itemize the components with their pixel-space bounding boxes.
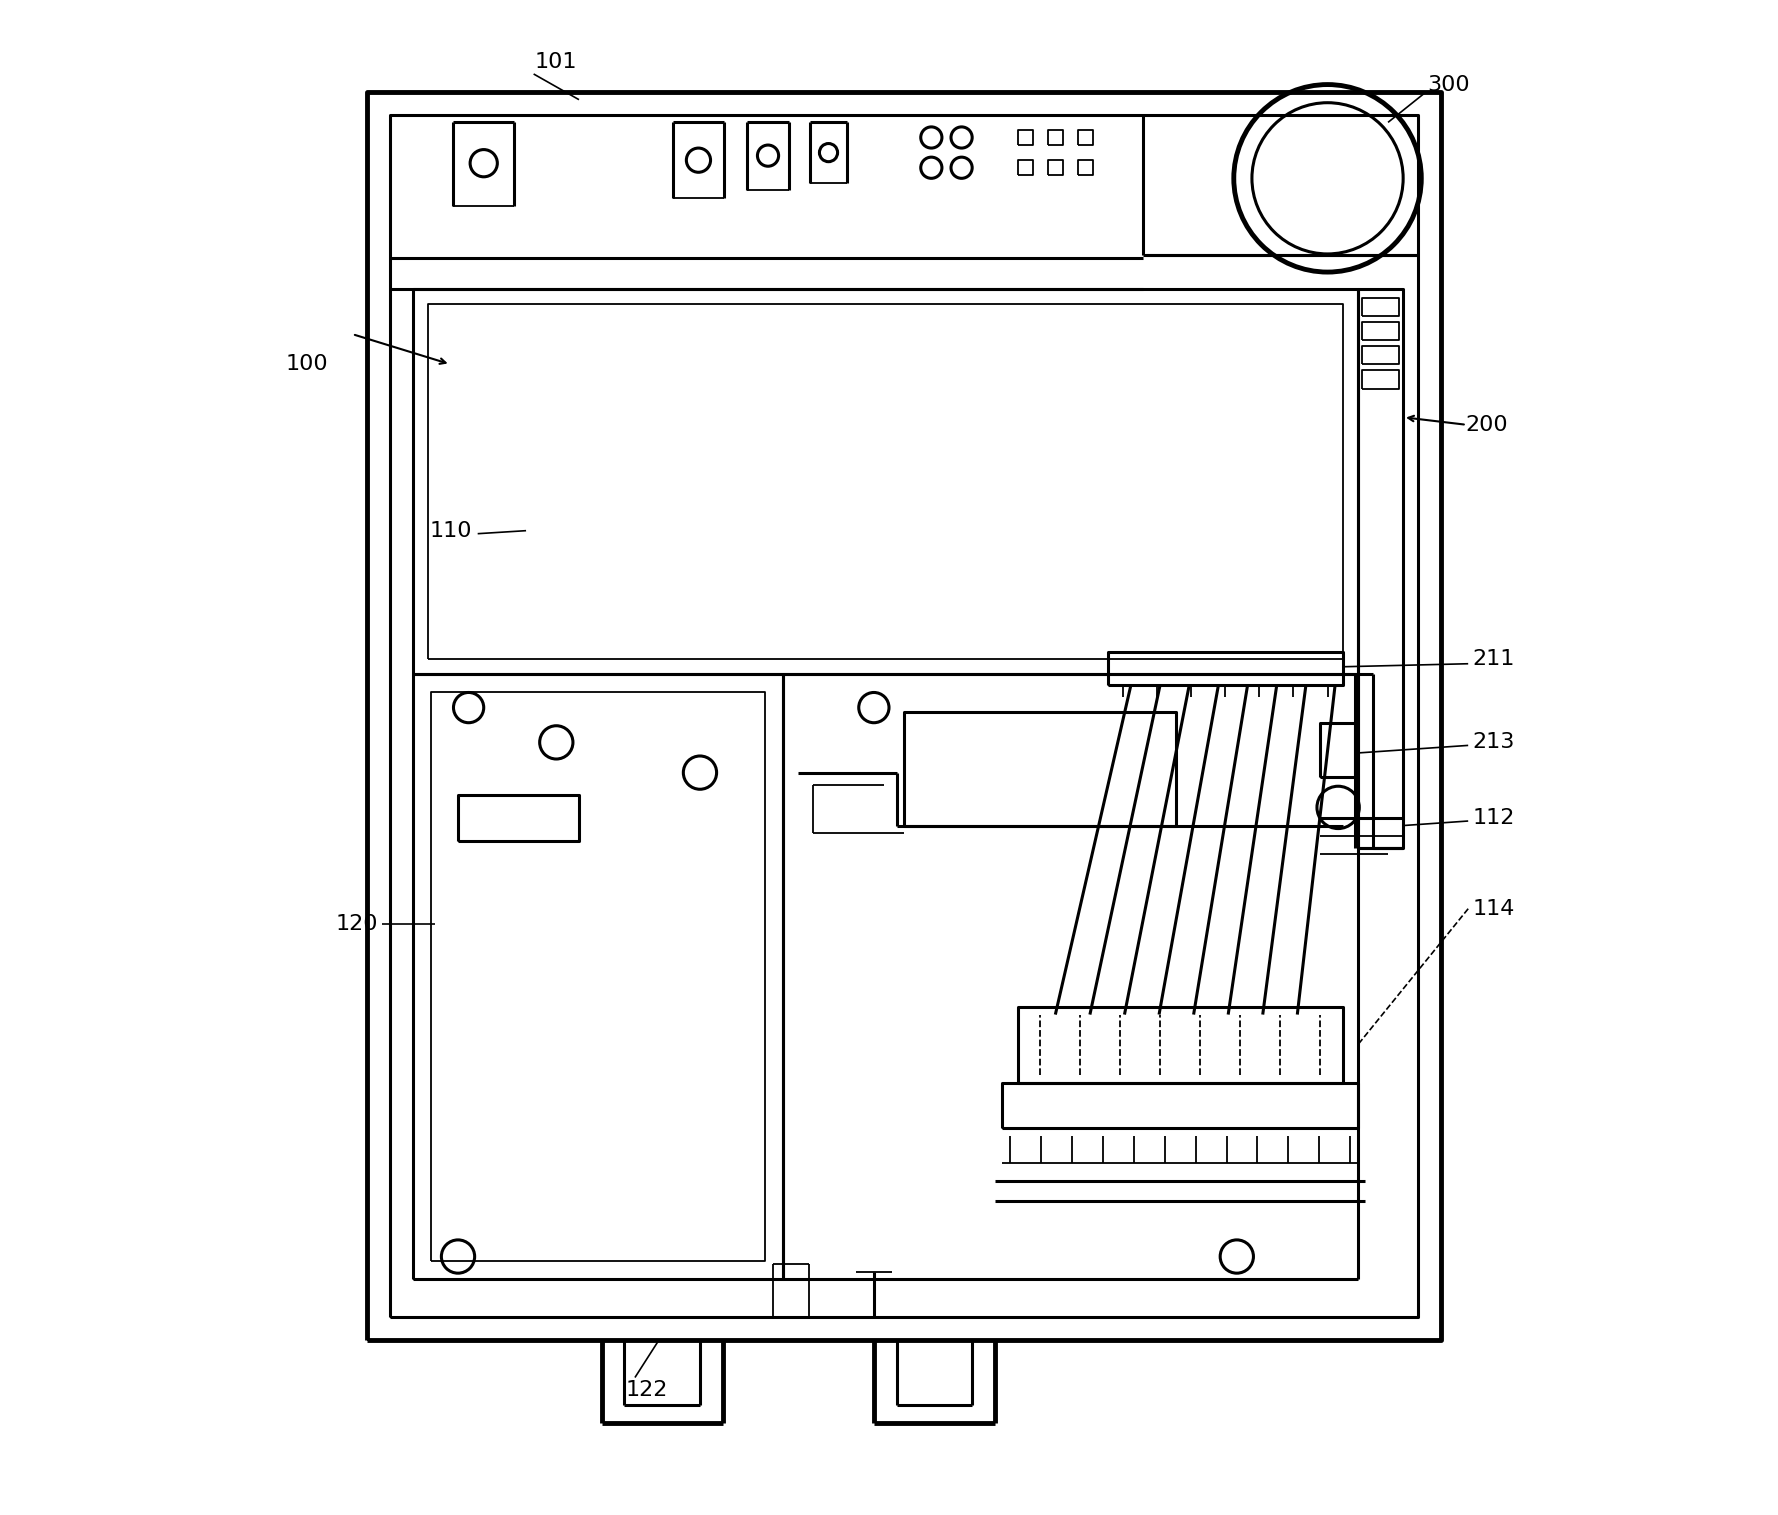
Text: 101: 101	[535, 52, 578, 71]
Text: 122: 122	[626, 1380, 669, 1400]
Text: 100: 100	[286, 355, 329, 374]
Text: 120: 120	[336, 914, 379, 933]
Text: 300: 300	[1428, 74, 1470, 94]
Text: 110: 110	[428, 521, 471, 541]
Text: 213: 213	[1472, 732, 1515, 753]
Text: 211: 211	[1472, 650, 1515, 670]
Text: 114: 114	[1472, 898, 1515, 918]
Text: 112: 112	[1472, 807, 1515, 829]
Text: 200: 200	[1465, 415, 1508, 435]
